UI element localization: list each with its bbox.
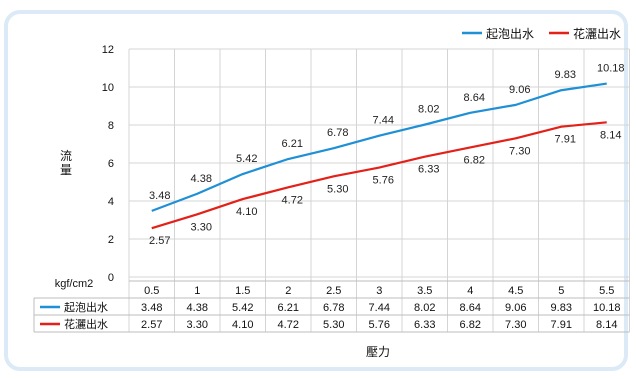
data-label: 7.91 [555,134,576,146]
data-label: 7.44 [373,115,394,127]
x-tick-label: 4.5 [508,285,523,297]
table-cell: 8.14 [596,319,617,331]
y-axis-title-char: 量 [60,163,72,177]
table-cell: 5.30 [323,319,344,331]
y-axis-title-char: 流 [60,149,72,163]
table-series-name: 花灑出水 [64,317,108,331]
table-cell: 6.78 [323,302,344,314]
data-label: 4.72 [282,194,303,206]
data-label: 6.21 [282,138,303,150]
x-axis-title: 壓力 [366,345,390,359]
table-cell: 7.91 [551,319,572,331]
x-tick-label: 5 [558,285,564,297]
data-label: 5.30 [327,183,348,195]
data-label: 5.42 [236,153,257,165]
data-label: 6.82 [464,154,485,166]
y-tick-label: 10 [102,82,114,94]
x-tick-label: 2.5 [326,285,341,297]
series-line [151,82,607,212]
table-cell: 8.64 [460,302,481,314]
x-tick-label: 4 [467,285,473,297]
series-line [151,121,607,230]
table-cell: 9.06 [505,302,526,314]
table-cell: 6.82 [460,319,481,331]
table-cell: 4.38 [187,302,208,314]
legend-label: 花灑出水 [573,26,621,41]
table-cell: 4.72 [278,319,299,331]
data-label: 8.14 [600,129,621,141]
table-cell: 10.18 [593,302,621,314]
x-tick-label: 5.5 [599,285,614,297]
x-tick-label: 1.5 [235,285,250,297]
table-cell: 9.83 [551,302,572,314]
x-tick-label: 2 [285,285,291,297]
table-cell: 3.48 [141,302,162,314]
data-label: 10.18 [597,63,625,75]
data-label: 7.30 [509,145,530,157]
x-tick-label: 0.5 [144,285,159,297]
y-tick-label: 2 [108,234,114,246]
y-tick-label: 12 [102,44,114,56]
table-cell: 7.44 [369,302,390,314]
x-unit-label: kgf/cm2 [55,278,94,290]
table-cell: 7.30 [505,319,526,331]
data-label: 8.02 [418,104,439,116]
x-tick-label: 3.5 [417,285,432,297]
data-label: 9.83 [555,69,576,81]
data-label: 6.78 [327,127,348,139]
chart-frame [4,10,628,371]
table-cell: 6.21 [278,302,299,314]
table-cell: 6.33 [414,319,435,331]
table-series-name: 起泡出水 [64,300,108,314]
x-tick-label: 1 [194,285,200,297]
data-label: 4.10 [236,206,257,218]
table-cell: 4.10 [232,319,253,331]
y-tick-label: 8 [108,120,114,132]
y-tick-label: 0 [108,272,114,284]
data-label: 5.76 [373,175,394,187]
table-cell: 8.02 [414,302,435,314]
y-tick-label: 4 [108,196,114,208]
data-label: 6.33 [418,164,439,176]
data-label: 4.38 [191,173,212,185]
data-label: 3.30 [191,221,212,233]
legend-label: 起泡出水 [486,27,534,41]
data-label: 9.06 [509,84,530,96]
data-label: 8.64 [464,92,485,104]
data-label: 3.48 [149,190,170,202]
y-tick-label: 6 [108,158,114,170]
table-cell: 3.30 [187,319,208,331]
data-label: 2.57 [149,235,170,247]
table-cell: 2.57 [141,319,162,331]
table-cell: 5.42 [232,302,253,314]
x-tick-label: 3 [376,285,382,297]
table-cell: 5.76 [369,319,390,331]
